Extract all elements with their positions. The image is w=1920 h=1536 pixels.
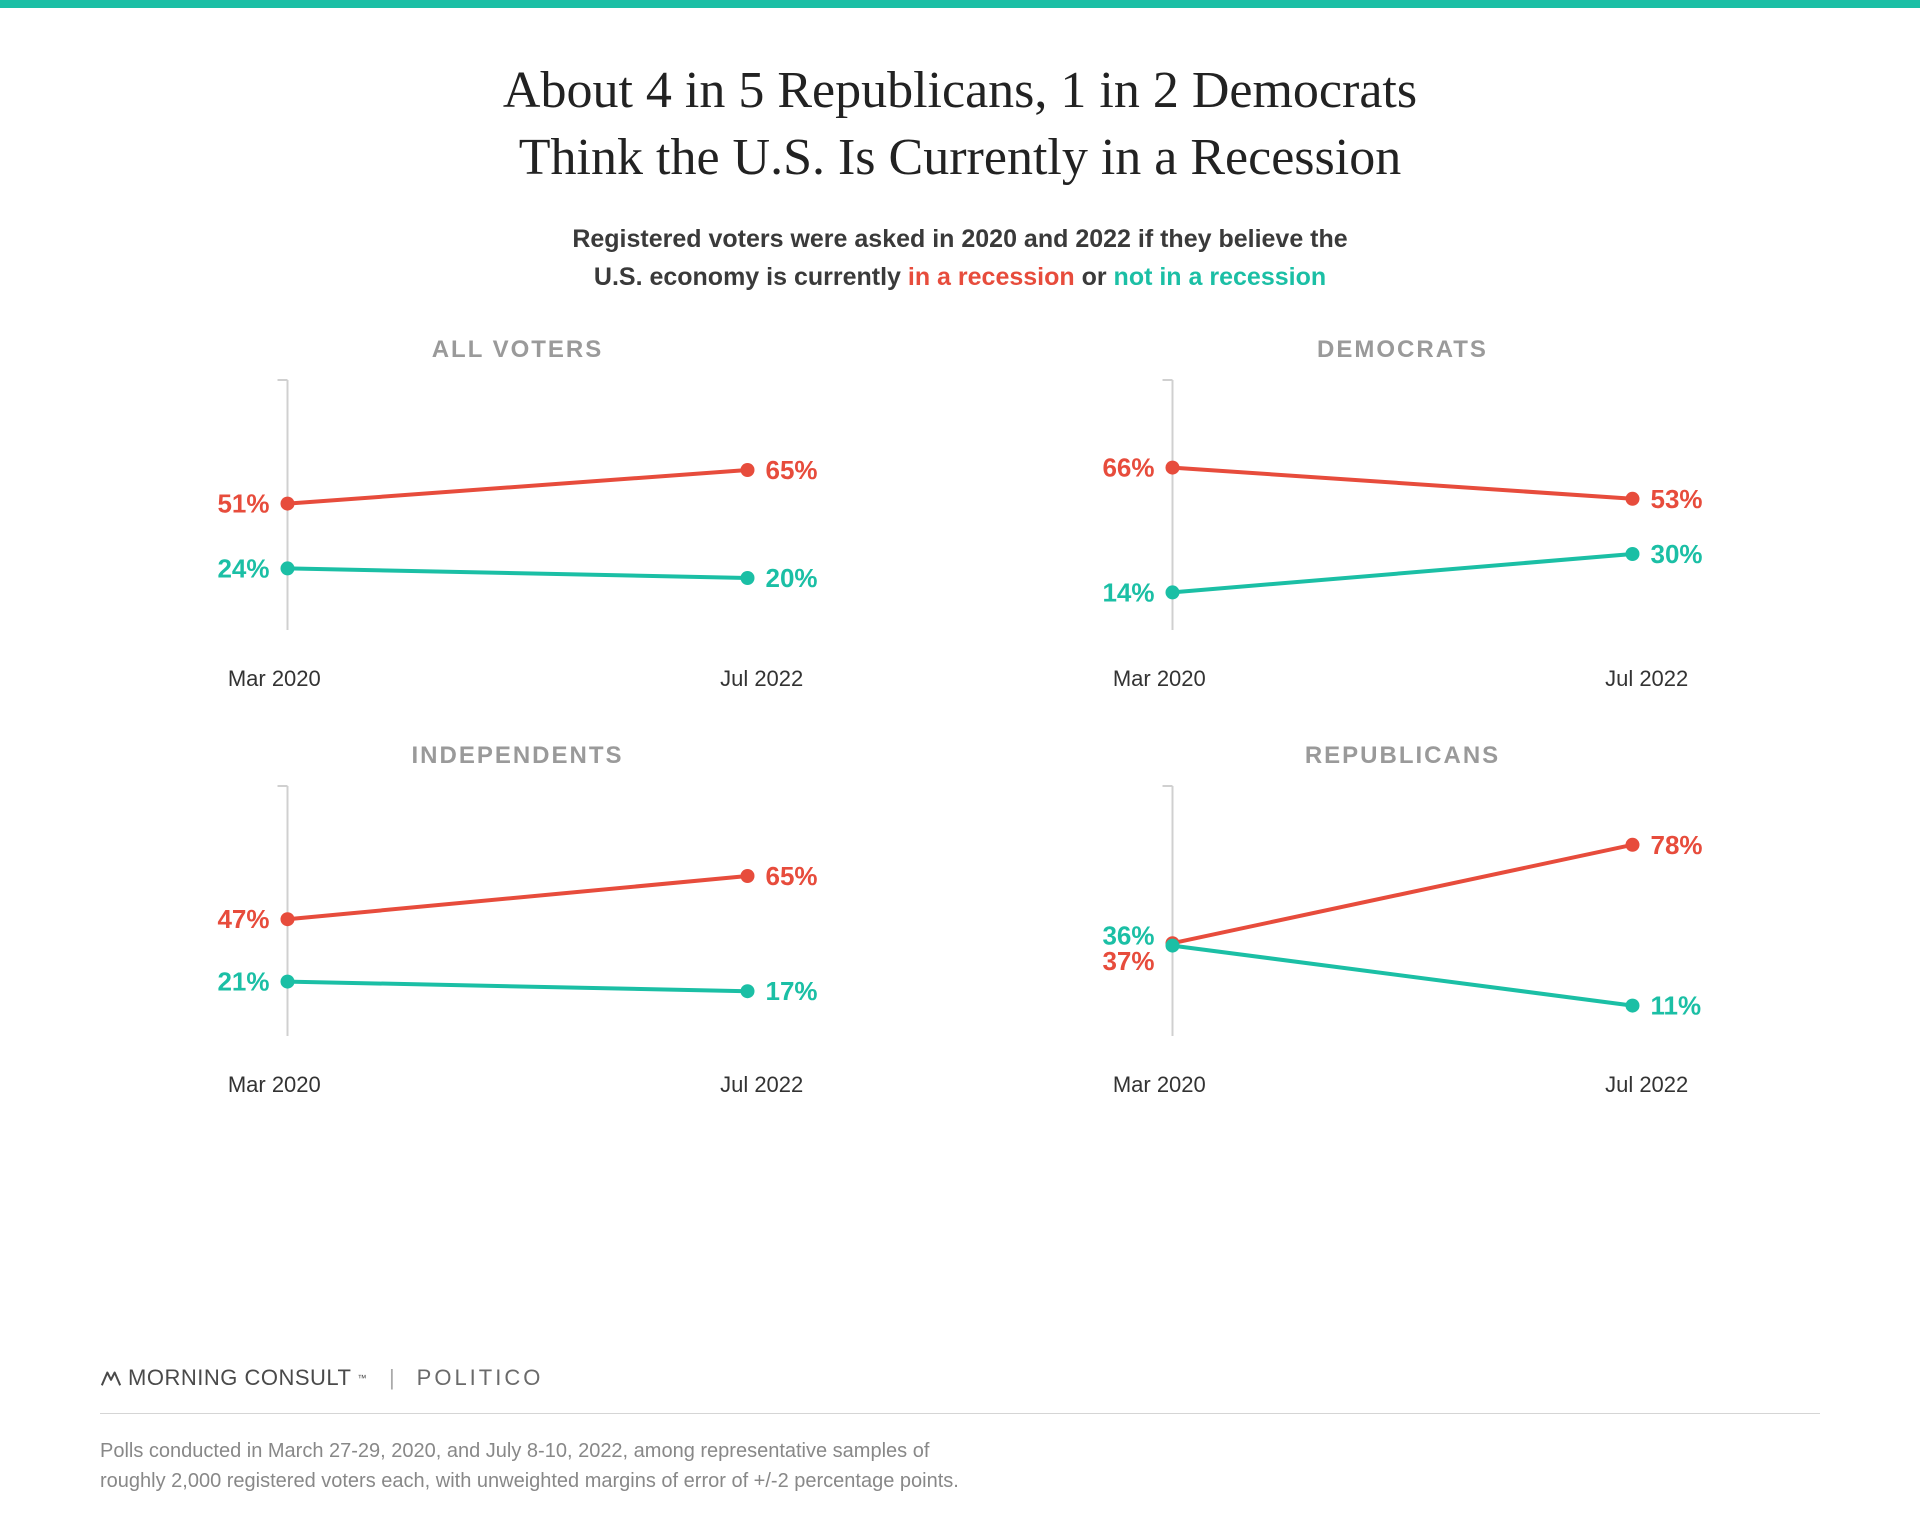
brand-mc-tm: ™ <box>357 1373 367 1383</box>
series-marker <box>741 463 755 477</box>
panel-chart-area: 37% 78% 36% 11% <box>1035 782 1770 1062</box>
series-line <box>1173 468 1633 499</box>
series-marker <box>1626 547 1640 561</box>
series-marker <box>1626 492 1640 506</box>
subtitle-not-recession: not in a recession <box>1114 263 1327 291</box>
series-marker <box>741 571 755 585</box>
series-marker <box>281 497 295 511</box>
series-value-label: 11% <box>1651 991 1702 1021</box>
series-value-label: 37% <box>1102 946 1154 976</box>
chart-panel: REPUBLICANS 37% 78% 36% 11% Mar 2020 Jul 2022 <box>1035 742 1770 1098</box>
series-value-label: 20% <box>766 563 818 593</box>
panel-title: ALL VOTERS <box>150 336 885 364</box>
x-axis-label: Jul 2022 <box>1605 1072 1688 1098</box>
panel-svg: 51% 65% 24% 20% <box>150 376 885 656</box>
footnote-line-2: roughly 2,000 registered voters each, wi… <box>100 1470 959 1492</box>
panels-grid: ALL VOTERS51%65%24%20%Mar 2020Jul 2022DE… <box>100 336 1820 1098</box>
series-value-label: 21% <box>217 967 269 997</box>
x-axis-label: Jul 2022 <box>720 666 803 692</box>
footnote: Polls conducted in March 27-29, 2020, an… <box>100 1436 1820 1496</box>
footnote-line-1: Polls conducted in March 27-29, 2020, an… <box>100 1440 929 1462</box>
subtitle-mid1: U.S. economy is currently <box>594 263 908 291</box>
series-line <box>1173 845 1633 943</box>
panel-x-labels: Mar 2020 Jul 2022 <box>1035 1062 1770 1098</box>
series-line <box>1173 554 1633 592</box>
x-axis-label: Mar 2020 <box>1113 1072 1206 1098</box>
panel-chart-area: 51% 65% 24% 20% <box>150 376 885 656</box>
chart-panel: ALL VOTERS 51% 65% 24% 20% Mar 2020 Jul 2022 <box>150 336 885 692</box>
series-line <box>288 982 748 992</box>
series-marker <box>1166 461 1180 475</box>
brand-politico: POLITICO <box>417 1365 544 1391</box>
series-value-label: 78% <box>1651 830 1703 860</box>
title-line-1: About 4 in 5 Republicans, 1 in 2 Democra… <box>503 62 1417 119</box>
brand-mc-text: MORNING CONSULT <box>128 1365 351 1391</box>
series-value-label: 53% <box>1651 484 1703 514</box>
x-axis-label: Jul 2022 <box>720 1072 803 1098</box>
x-axis-label: Mar 2020 <box>1113 666 1206 692</box>
series-marker <box>281 975 295 989</box>
series-marker <box>1626 838 1640 852</box>
subtitle-mid2: or <box>1075 263 1114 291</box>
brand-row: MORNING CONSULT ™ | POLITICO <box>100 1365 1820 1391</box>
panel-svg: 47% 65% 21% 17% <box>150 782 885 1062</box>
subtitle-pre: Registered voters were asked in 2020 and… <box>572 225 1347 253</box>
series-marker <box>1626 999 1640 1013</box>
series-value-label: 47% <box>217 904 269 934</box>
x-axis-label: Mar 2020 <box>228 1072 321 1098</box>
panel-svg: 66% 53% 14% 30% <box>1035 376 1770 656</box>
series-value-label: 30% <box>1651 539 1703 569</box>
panel-chart-area: 66% 53% 14% 30% <box>1035 376 1770 656</box>
panel-svg: 37% 78% 36% 11% <box>1035 782 1770 1062</box>
subtitle-recession: in a recession <box>908 263 1075 291</box>
x-axis-label: Mar 2020 <box>228 666 321 692</box>
brand-morning-consult: MORNING CONSULT ™ <box>100 1365 367 1391</box>
series-value-label: 51% <box>217 489 269 519</box>
chart-container: About 4 in 5 Republicans, 1 in 2 Democra… <box>0 0 1920 1536</box>
series-marker <box>281 561 295 575</box>
series-marker <box>741 984 755 998</box>
series-value-label: 65% <box>766 861 818 891</box>
series-line <box>1173 946 1633 1006</box>
panel-x-labels: Mar 2020 Jul 2022 <box>150 656 885 692</box>
panel-title: INDEPENDENTS <box>150 742 885 770</box>
chart-title: About 4 in 5 Republicans, 1 in 2 Democra… <box>100 58 1820 191</box>
panel-x-labels: Mar 2020 Jul 2022 <box>150 1062 885 1098</box>
panel-x-labels: Mar 2020 Jul 2022 <box>1035 656 1770 692</box>
footer: MORNING CONSULT ™ | POLITICO Polls conduc… <box>0 1365 1920 1536</box>
series-line <box>288 470 748 504</box>
chart-subtitle: Registered voters were asked in 2020 and… <box>100 221 1820 296</box>
series-marker <box>741 869 755 883</box>
series-line <box>288 568 748 578</box>
content-area: About 4 in 5 Republicans, 1 in 2 Democra… <box>0 8 1920 1098</box>
series-marker <box>1166 939 1180 953</box>
morning-consult-icon <box>100 1367 122 1389</box>
x-axis-label: Jul 2022 <box>1605 666 1688 692</box>
series-line <box>288 876 748 919</box>
series-value-label: 17% <box>766 976 818 1006</box>
accent-top-bar <box>0 0 1920 8</box>
series-value-label: 65% <box>766 455 818 485</box>
panel-chart-area: 47% 65% 21% 17% <box>150 782 885 1062</box>
series-value-label: 24% <box>217 553 269 583</box>
brand-divider: | <box>389 1365 395 1391</box>
series-value-label: 66% <box>1102 453 1154 483</box>
footer-divider <box>100 1413 1820 1414</box>
title-line-2: Think the U.S. Is Currently in a Recessi… <box>519 129 1401 186</box>
chart-panel: DEMOCRATS 66% 53% 14% 30% Mar 2020 Jul 2022 <box>1035 336 1770 692</box>
series-marker <box>281 912 295 926</box>
series-value-label: 36% <box>1102 921 1154 951</box>
chart-panel: INDEPENDENTS 47% 65% 21% 17% Mar 2020 Jul 2022 <box>150 742 885 1098</box>
series-value-label: 14% <box>1102 577 1154 607</box>
series-marker <box>1166 585 1180 599</box>
panel-title: DEMOCRATS <box>1035 336 1770 364</box>
panel-title: REPUBLICANS <box>1035 742 1770 770</box>
